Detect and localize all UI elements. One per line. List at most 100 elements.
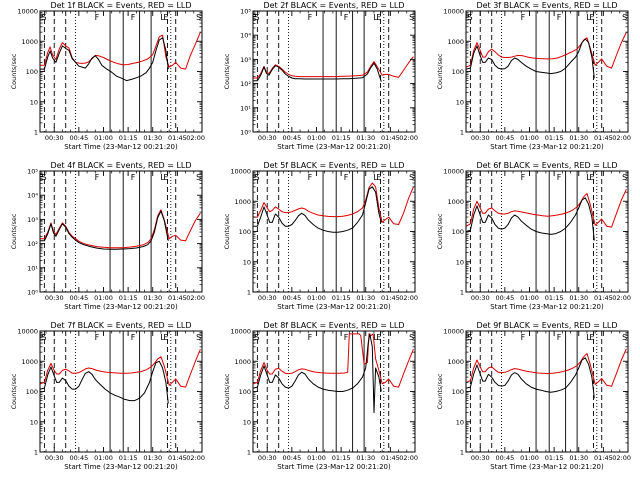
events-series-line	[253, 62, 382, 82]
event-annotation: E	[376, 173, 381, 182]
event-annotation: L	[586, 173, 591, 182]
x-tick-label: 02:00	[612, 134, 631, 142]
x-tick-label: 01:30	[356, 134, 375, 142]
y-tick-label: 1000	[21, 38, 38, 46]
x-tick-label: 01:30	[356, 454, 375, 462]
x-tick-label: 01:15	[545, 134, 564, 142]
y-tick-label: 10	[243, 418, 251, 426]
panel-title: Det 3f BLACK = Events, RED = LLD	[476, 1, 617, 10]
y-axis-label: Counts/sec	[10, 373, 18, 409]
x-axis-label: Start Time (23-Mar-12 00:21:20)	[277, 303, 391, 311]
y-axis-label: Counts/sec	[436, 373, 444, 409]
event-annotation: L	[160, 13, 165, 22]
y-axis-label: Counts/sec	[10, 213, 18, 249]
x-tick-label: 01:00	[520, 294, 539, 302]
events-series-line	[40, 210, 169, 250]
x-axis-label: Start Time (23-Mar-12 00:21:20)	[490, 463, 604, 471]
y-tick-label: 100	[452, 388, 464, 396]
event-annotation: E	[589, 333, 594, 342]
y-tick-label: 1	[460, 129, 464, 137]
lld-series-line	[40, 349, 201, 388]
event-annotation: E	[589, 13, 594, 22]
x-tick-label: 01:00	[94, 294, 113, 302]
plot-frame	[465, 10, 629, 133]
x-axis-label: Start Time (23-Mar-12 00:21:20)	[490, 143, 604, 151]
event-annotation: S	[409, 13, 414, 22]
y-tick-label: 1	[460, 289, 464, 297]
x-tick-label: 02:00	[612, 454, 631, 462]
y-tick-label: 10¹	[240, 104, 251, 112]
lld-series-line	[40, 209, 201, 249]
x-tick-label: 02:00	[399, 454, 418, 462]
y-tick-label: 1	[247, 289, 251, 297]
event-annotation: F	[344, 13, 349, 22]
panel-title: Det 6f BLACK = Events, RED = LLD	[476, 161, 617, 170]
event-annotation: F	[308, 173, 313, 182]
y-axis-label: Counts/sec	[223, 373, 231, 409]
lld-series-line	[253, 182, 414, 225]
event-annotation: F	[344, 173, 349, 182]
events-series-line	[466, 38, 595, 79]
x-axis-label: Start Time (23-Mar-12 00:21:20)	[64, 303, 178, 311]
x-tick-label: 00:30	[45, 454, 64, 462]
event-annotation: F	[557, 173, 562, 182]
y-tick-label: 10000	[17, 8, 38, 16]
x-tick-label: 01:45	[594, 294, 613, 302]
x-axis-label: Start Time (23-Mar-12 00:21:20)	[64, 463, 178, 471]
event-annotation: F	[95, 333, 100, 342]
x-tick-label: 02:00	[399, 294, 418, 302]
y-axis-label: Counts/sec	[436, 53, 444, 89]
x-tick-label: 01:30	[143, 294, 162, 302]
event-annotation: S	[255, 333, 260, 342]
x-tick-label: 00:30	[258, 134, 277, 142]
events-series-line	[253, 333, 382, 414]
event-annotation: S	[255, 173, 260, 182]
x-tick-label: 01:15	[545, 294, 564, 302]
x-tick-label: 01:45	[381, 134, 400, 142]
y-axis-label: Counts/sec	[436, 213, 444, 249]
y-tick-label: 10⁵	[240, 8, 251, 16]
y-tick-label: 10000	[443, 8, 464, 16]
y-tick-label: 10	[456, 418, 464, 426]
y-tick-label: 100	[239, 388, 251, 396]
x-tick-label: 00:45	[282, 134, 301, 142]
event-annotation: F	[95, 13, 100, 22]
x-tick-label: 01:15	[332, 294, 351, 302]
y-tick-label: 10⁰	[27, 289, 38, 297]
events-series-line	[466, 357, 595, 399]
event-annotation: L	[160, 173, 165, 182]
event-annotation: F	[131, 13, 136, 22]
lld-series-line	[253, 333, 414, 388]
event-annotation: S	[42, 173, 47, 182]
x-tick-label: 01:00	[307, 294, 326, 302]
y-tick-label: 10000	[443, 168, 464, 176]
x-tick-label: 01:45	[168, 294, 187, 302]
x-tick-label: 00:45	[495, 454, 514, 462]
y-tick-label: 1000	[234, 198, 251, 206]
lld-series-line	[40, 31, 201, 70]
event-annotation: S	[468, 13, 473, 22]
x-tick-label: 00:30	[471, 454, 490, 462]
x-tick-label: 01:45	[594, 134, 613, 142]
event-annotation: S	[409, 173, 414, 182]
y-tick-label: 1	[460, 449, 464, 457]
y-tick-label: 10³	[27, 216, 38, 224]
y-tick-label: 1000	[234, 358, 251, 366]
y-axis-label: Counts/sec	[223, 213, 231, 249]
y-tick-label: 100	[26, 68, 38, 76]
event-annotation: E	[376, 13, 381, 22]
y-tick-label: 10¹	[27, 264, 38, 272]
event-annotation: F	[521, 333, 526, 342]
event-annotation: F	[557, 333, 562, 342]
x-tick-label: 00:45	[495, 294, 514, 302]
event-annotation: L	[160, 333, 165, 342]
x-tick-label: 01:45	[594, 454, 613, 462]
event-annotation: E	[163, 333, 168, 342]
lld-series-line	[466, 31, 627, 69]
